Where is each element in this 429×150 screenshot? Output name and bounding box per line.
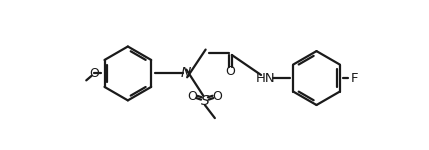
Text: N: N [181,66,191,80]
Text: O: O [187,90,197,103]
Text: O: O [89,67,99,80]
Text: F: F [351,72,359,85]
Text: S: S [200,94,209,108]
Text: O: O [225,65,235,78]
Text: HN: HN [256,72,275,85]
Text: O: O [212,90,222,103]
